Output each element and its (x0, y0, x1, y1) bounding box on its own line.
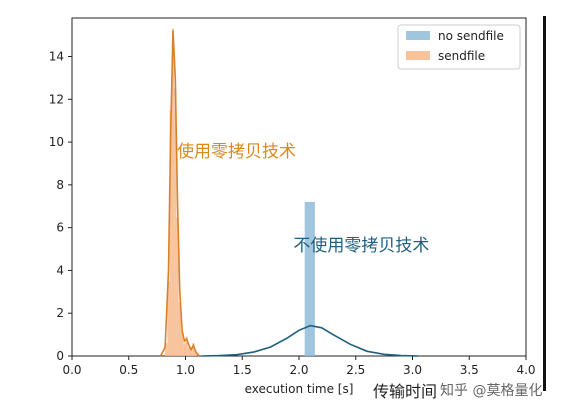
x-tick-label: 0.5 (119, 363, 138, 377)
kde-line-no-sendfile (202, 324, 419, 357)
bar-sendfile-5 (176, 216, 179, 356)
x-axis: 0.0 0.5 1.0 1.5 2.0 2.5 3.0 3.5 4.0 (62, 356, 536, 377)
x-tick-label: 3.5 (460, 363, 479, 377)
x-axis-label: execution time [s] (245, 382, 354, 396)
y-tick-label: 2 (56, 306, 64, 320)
legend-label-sendfile: sendfile (438, 49, 485, 63)
y-axis: 0 2 4 6 8 10 12 14 (49, 50, 72, 363)
legend-swatch-sendfile (406, 51, 430, 60)
x-tick-label: 2.5 (346, 363, 365, 377)
bars-layer (165, 28, 315, 357)
bar-sendfile-13 (194, 351, 197, 356)
y-tick-label: 0 (56, 349, 64, 363)
y-tick-label: 6 (56, 221, 64, 235)
annotation-label-0: 使用零拷贝技术 (177, 141, 296, 162)
x-tick-label: 2.0 (289, 363, 308, 377)
x-tick-label: 4.0 (516, 363, 535, 377)
x-tick-label: 0.0 (62, 363, 81, 377)
kde-line-sendfile (159, 30, 200, 357)
watermark-text: 传输时间 (373, 382, 437, 401)
bar-sendfile-1 (167, 281, 170, 356)
legend-swatch-no-sendfile (406, 31, 430, 40)
x-tick-label: 1.5 (233, 363, 252, 377)
y-tick-label: 14 (49, 50, 64, 64)
bar-no-sendfile-0 (304, 201, 315, 356)
y-tick-label: 4 (56, 263, 64, 277)
y-tick-label: 12 (49, 92, 64, 106)
bar-sendfile-8 (183, 343, 186, 356)
watermark-source: 知乎 @莫格量化 (440, 382, 542, 399)
annotation-label-1: 不使用零拷贝技术 (293, 235, 429, 256)
legend: no sendfile sendfile (397, 24, 521, 70)
right-edge-bar (543, 16, 546, 391)
kde-layer (159, 30, 419, 357)
legend-label-no-sendfile: no sendfile (438, 29, 504, 43)
y-tick-label: 10 (49, 135, 64, 149)
bar-sendfile-7 (180, 330, 184, 356)
bar-sendfile-3 (171, 28, 175, 357)
bar-sendfile-4 (174, 88, 177, 356)
bar-sendfile-11 (190, 349, 193, 356)
bar-sendfile-9 (185, 336, 188, 356)
bar-sendfile-2 (169, 109, 172, 357)
bar-sendfile-6 (178, 302, 181, 356)
x-tick-label: 3.0 (403, 363, 422, 377)
bar-sendfile-0 (165, 343, 168, 356)
x-tick-label: 1.0 (176, 363, 195, 377)
bar-sendfile-12 (192, 343, 195, 356)
bar-sendfile-10 (187, 347, 191, 356)
y-tick-label: 8 (56, 178, 64, 192)
